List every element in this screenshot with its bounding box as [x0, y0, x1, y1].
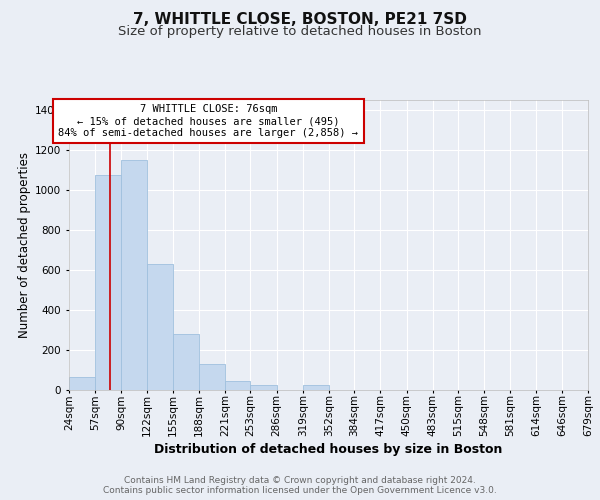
Bar [303, 385, 329, 390]
Text: 7 WHITTLE CLOSE: 76sqm
← 15% of detached houses are smaller (495)
84% of semi-de: 7 WHITTLE CLOSE: 76sqm ← 15% of detached… [58, 104, 358, 138]
Text: Size of property relative to detached houses in Boston: Size of property relative to detached ho… [118, 25, 482, 38]
Bar [250, 385, 277, 390]
Bar [69, 377, 95, 390]
Text: Contains HM Land Registry data © Crown copyright and database right 2024.
Contai: Contains HM Land Registry data © Crown c… [103, 476, 497, 495]
Text: 7, WHITTLE CLOSE, BOSTON, PE21 7SD: 7, WHITTLE CLOSE, BOSTON, PE21 7SD [133, 12, 467, 28]
X-axis label: Distribution of detached houses by size in Boston: Distribution of detached houses by size … [154, 443, 503, 456]
Bar [95, 175, 121, 390]
Bar [121, 160, 146, 390]
Bar [173, 334, 199, 390]
Bar [199, 364, 225, 390]
Y-axis label: Number of detached properties: Number of detached properties [18, 152, 31, 338]
Bar [225, 381, 250, 390]
Bar [146, 264, 173, 390]
